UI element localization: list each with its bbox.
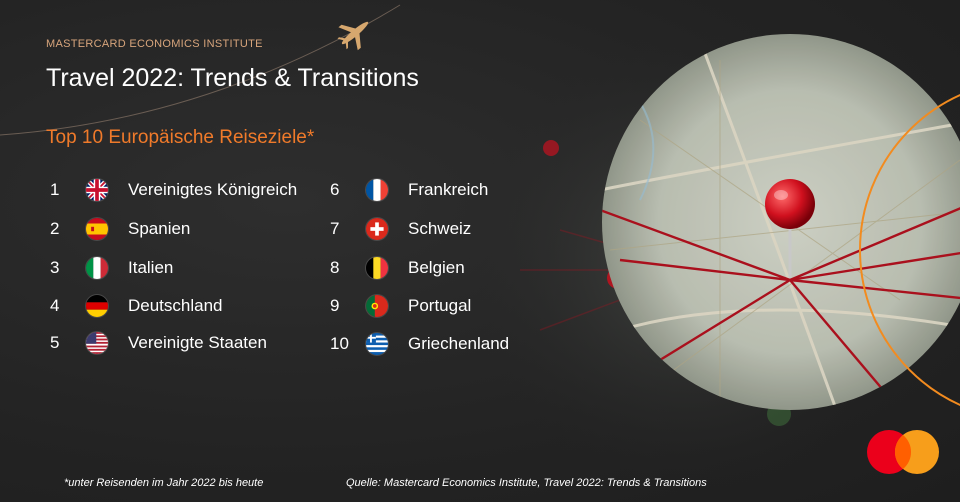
italy-flag-icon — [86, 257, 108, 279]
country-name: Schweiz — [408, 219, 472, 238]
list-item: 8 Belgien — [330, 255, 465, 281]
country-name: Spanien — [128, 219, 191, 238]
rank-number: 4 — [50, 296, 60, 315]
portugal-flag-icon — [366, 295, 388, 317]
country-name: Griechenland — [408, 334, 510, 353]
map-pin-icon — [765, 179, 815, 278]
belgium-flag-icon — [366, 257, 388, 279]
rank-number: 5 — [50, 333, 60, 352]
list-item: 5 Vereinigte Staaten — [50, 330, 267, 356]
rank-number: 1 — [50, 180, 60, 199]
kicker-label: MASTERCARD ECONOMICS INSTITUTE — [46, 38, 263, 50]
footnote: *unter Reisenden im Jahr 2022 bis heute — [64, 477, 264, 489]
uk-flag-icon — [86, 179, 108, 201]
list-item: 2 Spanien — [50, 216, 190, 242]
usa-flag-icon — [86, 332, 108, 354]
country-name: Vereinigte Staaten — [128, 333, 267, 352]
rank-number: 6 — [330, 180, 340, 199]
country-name: Italien — [128, 258, 174, 277]
rank-number: 8 — [330, 258, 340, 277]
rank-number: 10 — [330, 334, 349, 353]
country-name: Portugal — [408, 296, 472, 315]
source-note: Quelle: Mastercard Economics Institute, … — [346, 477, 707, 489]
rank-number: 3 — [50, 258, 60, 277]
list-item: 9 Portugal — [330, 293, 471, 319]
list-item: 4 Deutschland — [50, 293, 223, 319]
list-item: 6 Frankreich — [330, 177, 488, 203]
list-item: 1 Vereinigtes Königreich — [50, 177, 297, 203]
country-name: Belgien — [408, 258, 465, 277]
page-title: Travel 2022: Trends & Transitions — [46, 64, 419, 92]
rank-number: 9 — [330, 296, 340, 315]
list-item: 7 Schweiz — [330, 216, 471, 242]
spain-flag-icon — [86, 218, 108, 240]
country-name: Frankreich — [408, 180, 489, 199]
country-name: Vereinigtes Königreich — [128, 180, 298, 199]
list-heading: Top 10 Europäische Reiseziele* — [46, 127, 315, 148]
france-flag-icon — [366, 179, 388, 201]
switzerland-flag-icon — [366, 218, 388, 240]
list-item: 3 Italien — [50, 255, 173, 281]
rank-number: 2 — [50, 219, 60, 238]
airplane-icon — [337, 21, 369, 51]
germany-flag-icon — [86, 295, 108, 317]
list-item: 10 Griechenland — [330, 331, 509, 357]
rank-number: 7 — [330, 219, 340, 238]
mastercard-logo — [867, 430, 939, 474]
greece-flag-icon — [366, 333, 388, 355]
country-name: Deutschland — [128, 296, 223, 315]
